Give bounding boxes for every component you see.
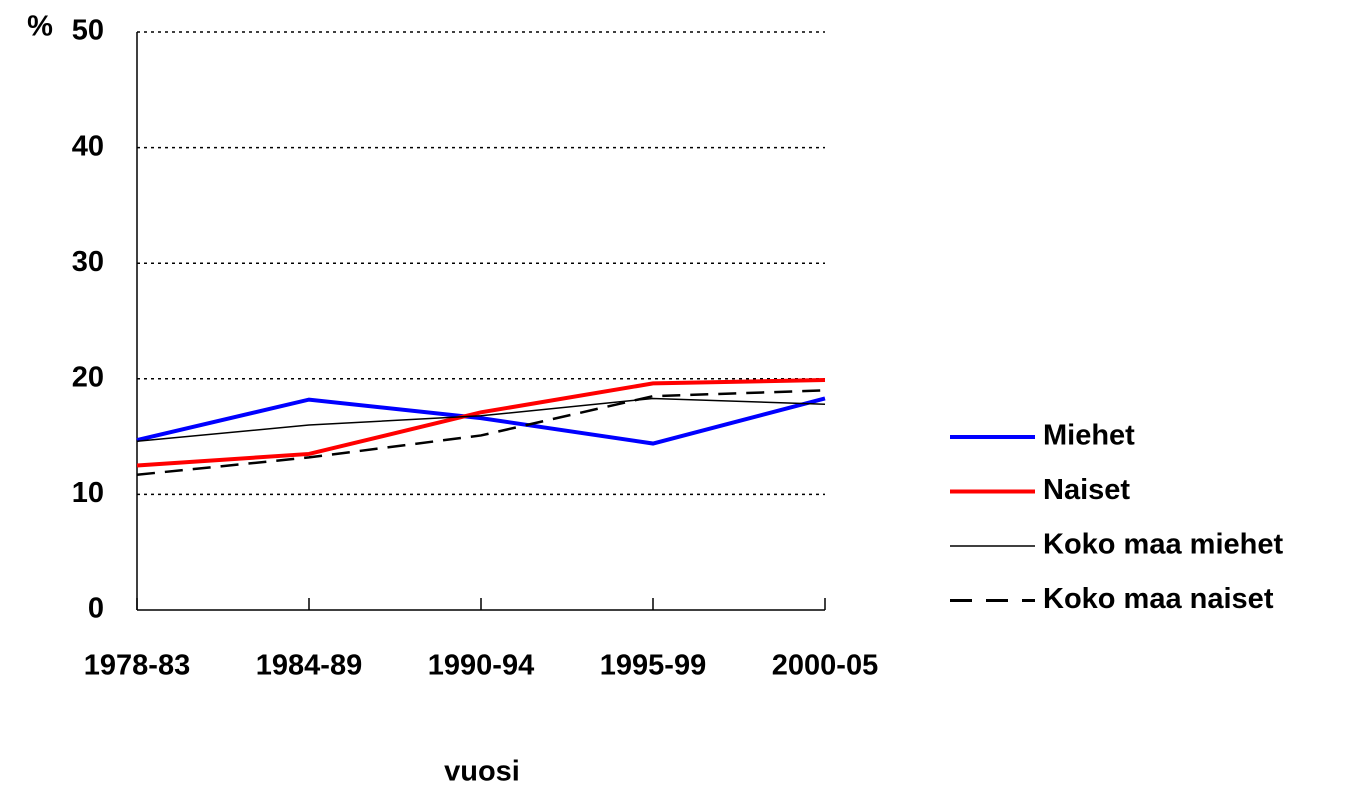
series-line bbox=[136, 377, 826, 468]
y-axis-label: % bbox=[27, 11, 53, 43]
series-line bbox=[136, 397, 826, 442]
legend-label: Koko maa miehet bbox=[1043, 529, 1283, 561]
y-tick-label: 40 bbox=[72, 130, 104, 162]
x-tick-label: 1990-94 bbox=[428, 650, 534, 682]
y-tick-label: 0 bbox=[88, 593, 104, 625]
x-tick-label: 2000-05 bbox=[772, 650, 878, 682]
x-tick-label: 1978-83 bbox=[84, 650, 190, 682]
series-line bbox=[136, 396, 826, 446]
x-tick-label: 1984-89 bbox=[256, 650, 362, 682]
legend-label: Koko maa naiset bbox=[1043, 583, 1274, 615]
y-tick-label: 50 bbox=[72, 15, 104, 47]
legend-label: Miehet bbox=[1043, 420, 1135, 452]
y-tick-label: 20 bbox=[72, 361, 104, 393]
x-axis-label: vuosi bbox=[444, 756, 520, 788]
y-tick-label: 30 bbox=[72, 246, 104, 278]
x-tick-label: 1995-99 bbox=[600, 650, 706, 682]
y-tick-label: 10 bbox=[72, 477, 104, 509]
legend-label: Naiset bbox=[1043, 474, 1130, 506]
series-line bbox=[136, 389, 826, 476]
